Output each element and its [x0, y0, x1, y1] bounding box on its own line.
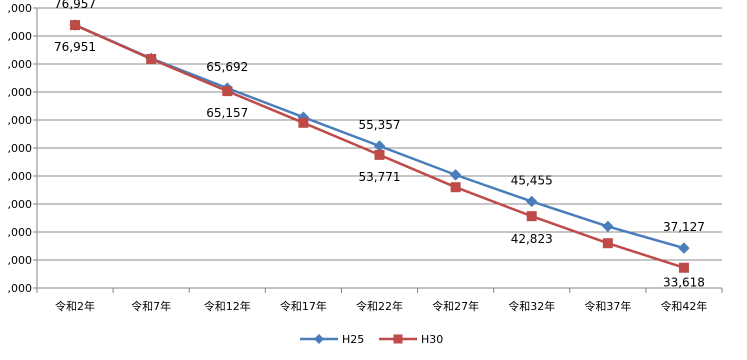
x-tick-label: 令和42年	[660, 299, 707, 313]
data-labels: 76,957 65,692 55,357 45,455 37,127 76,951 65,1…	[54, 0, 705, 290]
data-point	[450, 182, 461, 193]
legend-label: H25	[342, 333, 364, 346]
x-tick-label: 令和27年	[432, 299, 479, 313]
y-tick-label: ,000	[8, 30, 33, 43]
data-label: 76,957	[54, 0, 96, 11]
data-point	[373, 140, 386, 152]
legend-marker	[393, 334, 403, 344]
data-point	[602, 220, 614, 233]
y-tick-label: ,000	[8, 254, 33, 267]
data-point	[449, 169, 462, 181]
data-point	[146, 53, 157, 64]
data-label: 45,455	[511, 173, 553, 187]
data-point	[526, 211, 537, 222]
data-point	[298, 117, 309, 128]
legend-marker	[314, 334, 324, 344]
x-tick-label: 令和32年	[508, 299, 555, 313]
x-axis: 令和2年 令和7年 令和12年 令和17年 令和22年 令和27年 令和32年 令和37年 令和…	[36, 287, 723, 313]
y-tick-label: ,000	[8, 198, 33, 211]
y-tick-label: ,000	[8, 282, 33, 295]
legend: H25 H30	[300, 333, 443, 346]
y-tick-label: ,000	[8, 170, 33, 183]
series-group	[69, 19, 690, 273]
data-label: 33,618	[663, 276, 705, 290]
data-point	[374, 149, 385, 160]
data-label: 65,157	[206, 106, 248, 120]
y-tick-label: ,000	[8, 58, 33, 71]
data-label: 76,951	[54, 40, 96, 54]
y-tick-label: ,000	[8, 226, 33, 239]
y-tick-label: ,000	[8, 2, 33, 15]
x-tick-label: 令和22年	[356, 299, 403, 313]
x-tick-label: 令和12年	[204, 299, 251, 313]
x-tick-label: 令和2年	[55, 299, 95, 313]
y-tick-label: ,000	[8, 86, 33, 99]
data-label: 53,771	[359, 170, 401, 184]
x-tick-label: 令和37年	[584, 299, 631, 313]
data-label: 42,823	[511, 232, 553, 246]
y-axis: ,000 ,000 ,000 ,000 ,000 ,000 ,000 ,000 ,000 ,000…	[8, 2, 38, 295]
data-point	[70, 20, 81, 31]
data-label: 65,692	[206, 60, 248, 74]
legend-label: H30	[421, 333, 443, 346]
data-point	[678, 242, 690, 254]
series-line-h25	[74, 23, 685, 250]
data-point	[526, 195, 538, 208]
data-point	[602, 238, 613, 249]
y-tick-label: ,000	[8, 142, 33, 155]
data-label: 37,127	[663, 220, 705, 234]
y-tick-label: ,000	[8, 114, 33, 127]
data-point	[678, 262, 689, 273]
data-point	[222, 86, 233, 97]
x-tick-label: 令和17年	[280, 299, 327, 313]
data-label: 55,357	[359, 118, 401, 132]
x-tick-label: 令和7年	[131, 299, 171, 313]
